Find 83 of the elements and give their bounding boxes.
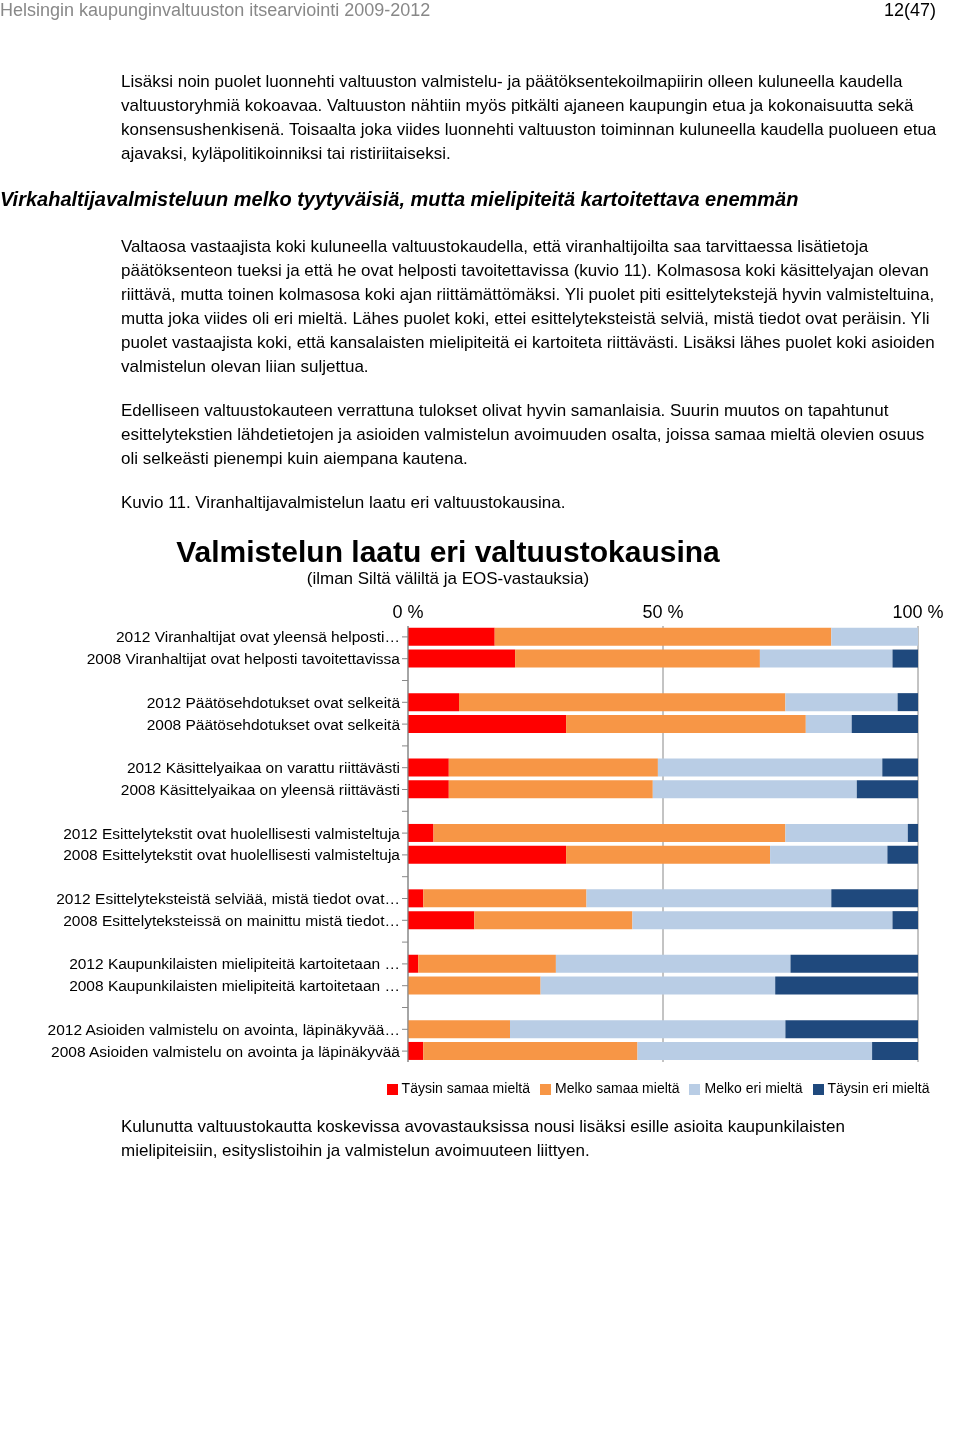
bar (785, 823, 908, 842)
y-tick-label: 2012 Esittelyteksteistä selviää, mistä tiedot ovat… (56, 890, 400, 907)
bar (892, 911, 918, 930)
bar (775, 976, 918, 995)
bar (759, 649, 893, 668)
bar (632, 911, 893, 930)
y-tick-label: 2012 Kaupunkilaisten mielipiteitä kartoitetaan … (69, 955, 400, 973)
bar (423, 1041, 638, 1060)
x-tick-label: 0 % (392, 602, 424, 622)
bar (408, 627, 495, 646)
bar (408, 758, 449, 777)
y-tick-label: 2012 Päätösehdotukset ovat selkeitä (146, 693, 401, 711)
bar (785, 693, 898, 712)
y-tick-label: 2008 Asioiden valmistelu on avointa ja läpinäkyvää (51, 1042, 401, 1060)
bar (555, 954, 791, 973)
x-tick-label: 50 % (642, 602, 684, 622)
bar (856, 780, 918, 799)
bar (408, 1041, 424, 1060)
bar (566, 714, 806, 733)
bar (887, 845, 918, 864)
bar (586, 889, 832, 908)
chart-title: Valmistelun laatu eri valtuustokausina (175, 535, 721, 569)
bar (652, 780, 857, 799)
bar (408, 780, 449, 799)
y-tick-label: 2008 Esittelytekstit ovat huolellisesti valmisteltuja (63, 846, 401, 864)
y-tick-label: 2008 Viranhaltijat ovat helposti tavoitettavissa (86, 650, 401, 668)
bar (408, 649, 516, 668)
y-tick-label: 2012 Viranhaltijat ovat yleensä helposti… (115, 628, 400, 646)
bar (474, 911, 633, 930)
legend-label: Melko eri mieltä (704, 1080, 803, 1096)
bar (892, 649, 918, 668)
bar (515, 649, 760, 668)
text: Virkahaltijavalmisteluun melko tyytyväisiä, mutta mielipiteitä kartoitettava enemmän (0, 188, 800, 211)
bar (882, 758, 918, 777)
legend-label: Täysin samaa mieltä (401, 1080, 530, 1096)
bar (790, 954, 918, 973)
bar (433, 823, 786, 842)
chart-subtitle: (ilman Siltä väliltä ja EOS-vastauksia) (305, 569, 591, 589)
bar (851, 714, 918, 733)
bar (872, 1041, 918, 1060)
bar (494, 627, 832, 646)
bar (418, 954, 556, 973)
bar (785, 1020, 918, 1039)
y-tick-label: 2008 Käsittelyaikaa on yleensä riittävästi (120, 781, 400, 798)
text: Lisäksi noin puolet luonnehti valtuuston valmistelu- ja päätöksentekoilmapiirin olleen kuluneella kaudella valtuustoryhmiä kokoavaa. Valtuuston nähtiin myös pitkälti ajaneen kaupungin etua ja kokonaisuutta sekä konsensushenkisenä. Toisaalta joka viides luonnehti valtuuston toiminnan kuluneella kaudella puolueen etua ajavaksi, kyläpolitikoinniksi tai ristiriitaiseksi. (121, 71, 938, 165)
bar (566, 845, 771, 864)
bar (408, 911, 475, 930)
bar (408, 823, 434, 842)
bar (897, 693, 918, 712)
bar (408, 845, 567, 864)
text: Kuvio 11. Viranhaltijavalmistelun laatu eri valtuustokausina. (121, 492, 567, 514)
bar (408, 976, 541, 995)
bar (448, 780, 653, 799)
bar (408, 1020, 510, 1039)
bar (637, 1041, 873, 1060)
bar (540, 976, 776, 995)
text: 12(47) (883, 0, 936, 22)
y-tick-label: 2012 Käsittelyaikaa on varattu riittävästi (126, 759, 400, 777)
y-tick-label: 2008 Kaupunkilaisten mielipiteitä kartoitetaan … (69, 977, 400, 995)
y-tick-label: 2012 Asioiden valmistelu on avointa, läpinäkyvää… (47, 1020, 400, 1038)
bar (448, 758, 658, 777)
bar (657, 758, 883, 777)
text: Kulunutta valtuustokautta koskevissa avovastauksissa nousi lisäksi esille asioita kaupunkilaisten mielipiteisiin, esityslistoihin ja valmistelun avoimuuteen liittyen. (121, 1116, 846, 1162)
y-tick-label: 2008 Esittelyteksteissä on mainittu mistä tiedot… (63, 911, 400, 929)
bar (907, 823, 918, 842)
bar (423, 889, 587, 908)
bar (408, 714, 567, 733)
y-tick-label: 2012 Esittelytekstit ovat huolellisesti valmisteltuja (63, 824, 401, 842)
bar (459, 693, 786, 712)
bar (831, 889, 918, 908)
bar (805, 714, 852, 733)
bar (770, 845, 888, 864)
legend-label: Melko samaa mieltä (554, 1080, 680, 1096)
y-tick-label: 2008 Päätösehdotukset ovat selkeitä (146, 715, 401, 733)
bar (831, 627, 918, 646)
bar (408, 693, 459, 712)
text: Valtaosa vastaajista koki kuluneella valtuustokaudella, että viranhaltijoilta saa tarvittaessa lisätietoja päätöksenteon tueksi ja että he ovat helposti tavoitettavissa (kuvio 11). Kolmasosa koki käsittelyajan olevan riittävä, mutta toinen kolmasosa koki ajan riittämättömäksi. Yli puolet piti esittelytekstejä hyvin valmisteltuina, mutta joka viides oli eri mieltä. Lähes puolet koki, ettei esittelyteksteistä selviä, mistä tiedot ovat peräisin. Yli puolet vastaajista koki, että kansalaisten mielipiteitä ei kartoiteta riittävästi. Lisäksi lähes puolet koki asioiden valmistelun olevan liian suljettua. (121, 236, 936, 378)
bar (408, 889, 424, 908)
text: Edelliseen valtuustokauteen verrattuna tulokset olivat hyvin samanlaisia. Suurin muutos on tapahtunut esittelytekstien lähdetietojen ja asioiden valmistelun avoimuuden osalta, joissa samaa mieltä olevien osuus oli selkeästi pienempi kuin aiempana kautena. (121, 400, 926, 470)
legend-label: Täysin eri mieltä (827, 1080, 930, 1096)
x-tick-label: 100 % (892, 602, 944, 622)
text: Helsingin kaupunginvaltuuston itsearviointi 2009-2012 (0, 0, 431, 22)
bar (510, 1020, 786, 1039)
